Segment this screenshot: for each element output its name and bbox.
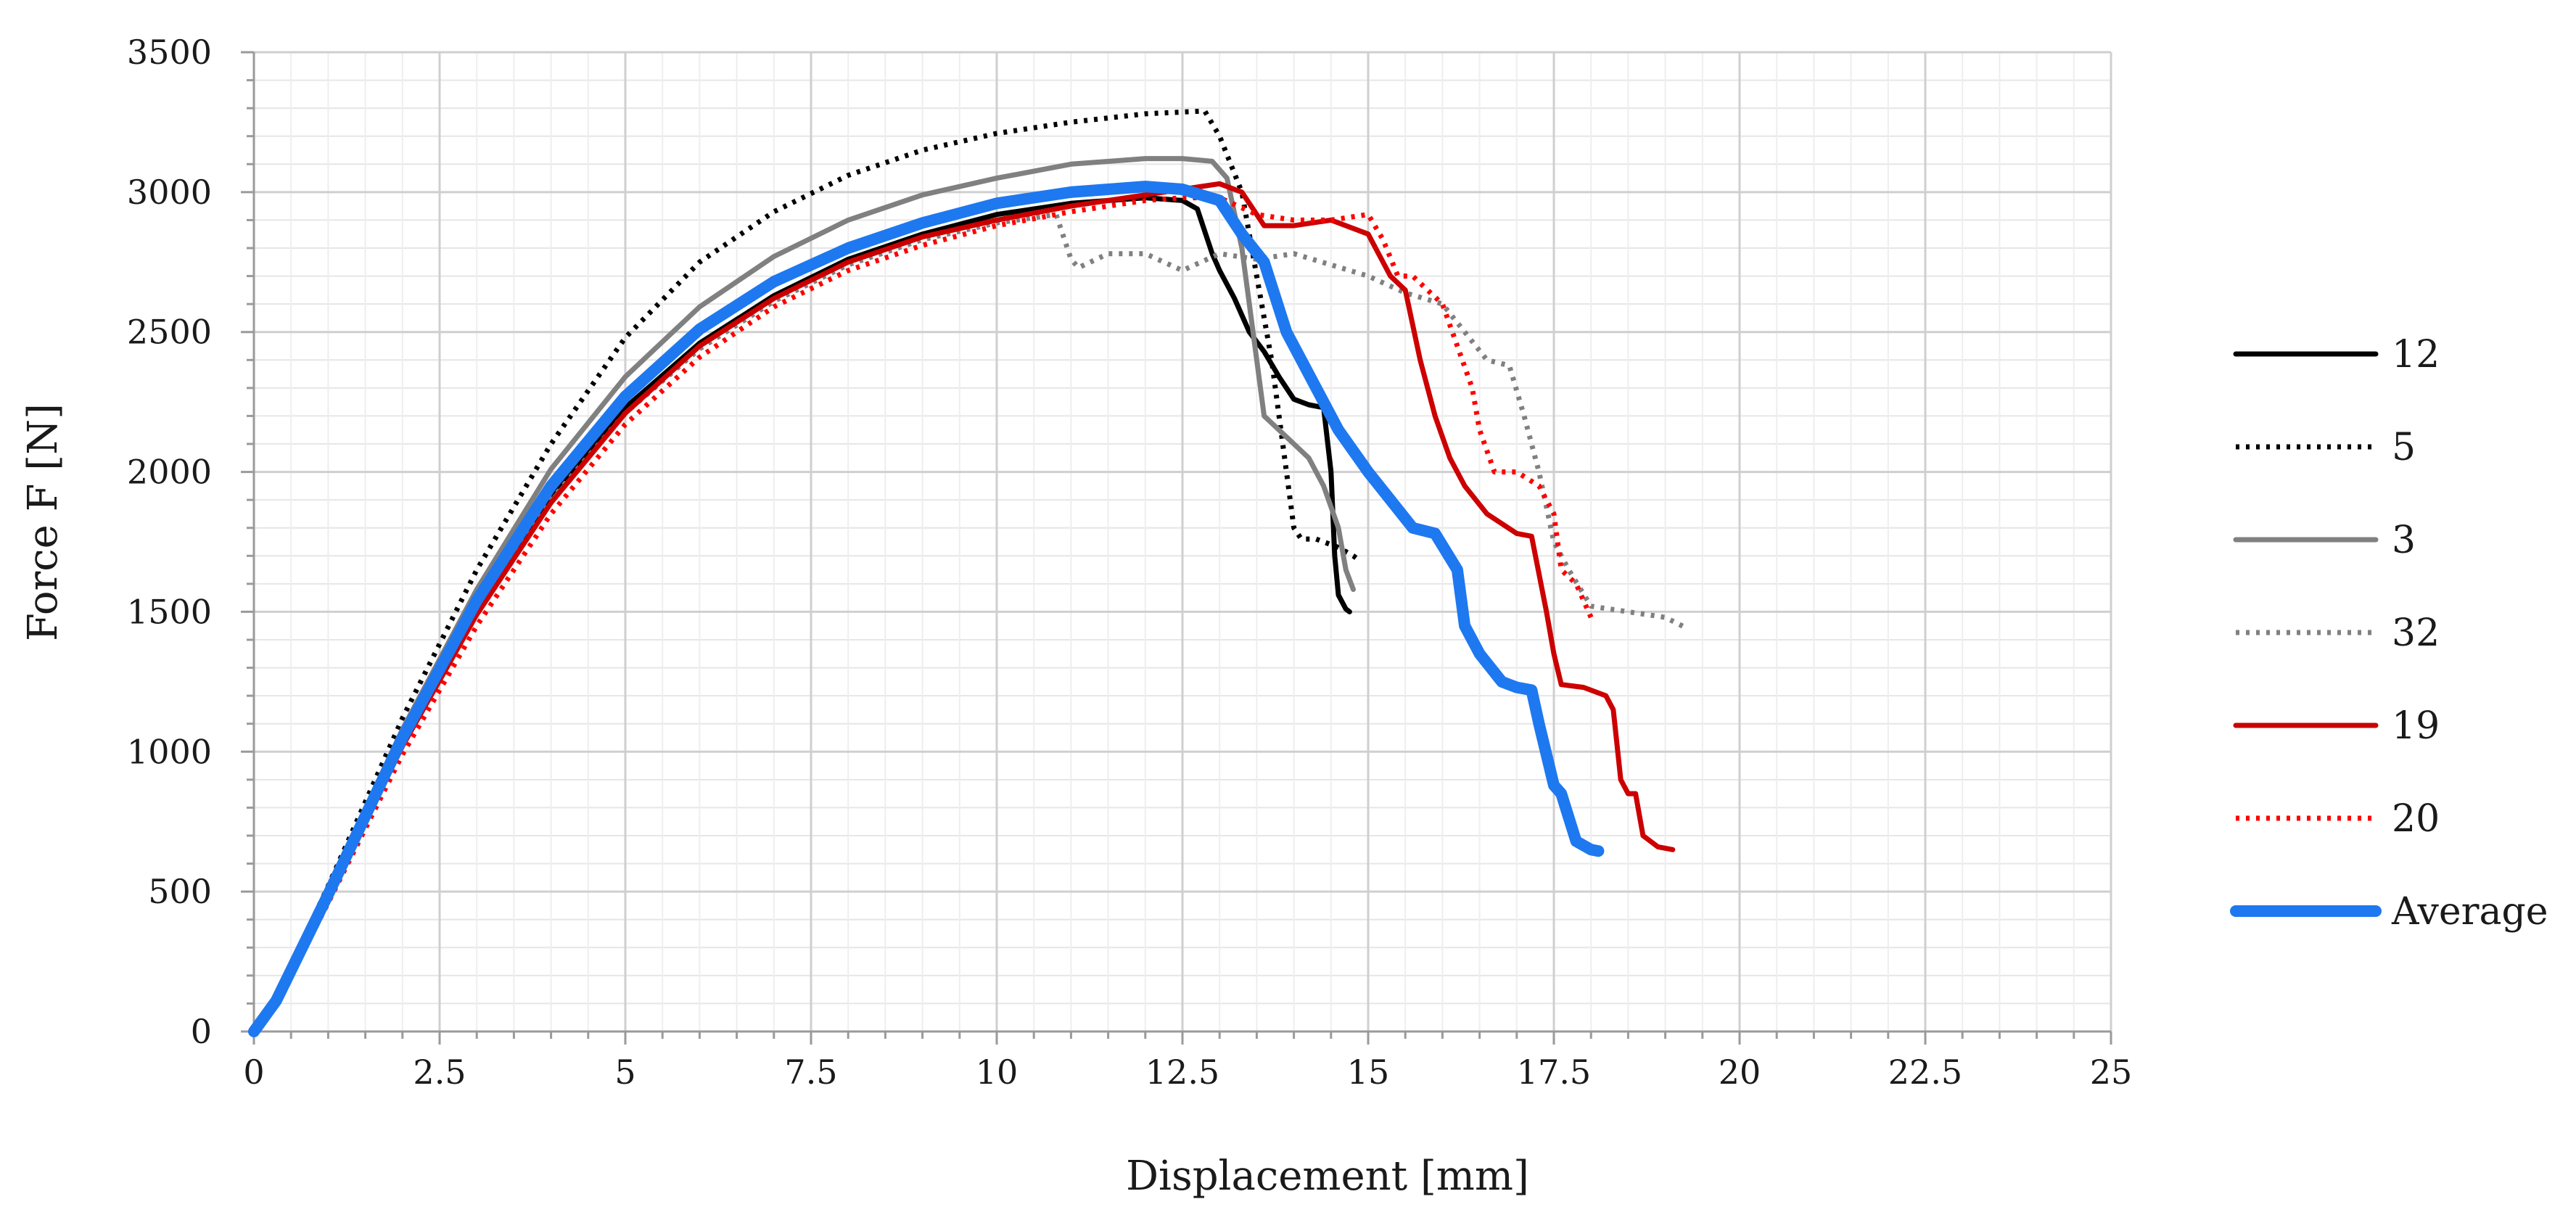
y-tick-label: 1000 [127, 732, 212, 771]
tick-labels: 0 2.5 5 7.5 10 12.5 15 17.5 20 22.5 25 0 500 1000 1500… [127, 33, 2132, 1092]
series-line-3 [251, 156, 1356, 1034]
x-tick-label: 25 [2090, 1053, 2133, 1092]
y-axis-title: Force F [N] [20, 403, 67, 641]
legend-label: 20 [2392, 797, 2440, 841]
x-tick-label: 10 [976, 1053, 1019, 1092]
legend-label: 5 [2392, 426, 2416, 469]
legend-label: 32 [2392, 612, 2440, 655]
y-tick-label: 2500 [127, 313, 212, 352]
legend-label: 3 [2392, 519, 2416, 562]
x-tick-label: 0 [243, 1053, 264, 1092]
series-line-19 [251, 181, 1676, 1034]
y-tick-label: 0 [191, 1012, 212, 1051]
legend-label: 19 [2392, 704, 2440, 748]
x-tick-label: 12.5 [1145, 1053, 1219, 1092]
y-tick-label: 3000 [127, 173, 212, 212]
series-line-20 [252, 195, 1594, 1034]
y-tick-label: 3500 [127, 33, 212, 72]
x-tick-label: 15 [1347, 1053, 1390, 1092]
legend-label: Average [2391, 890, 2548, 934]
x-tick-label: 7.5 [784, 1053, 837, 1092]
x-tick-label: 2.5 [413, 1053, 466, 1092]
x-tick-label: 5 [614, 1053, 635, 1092]
legend-label: 12 [2392, 333, 2440, 376]
x-tick-label: 20 [1719, 1053, 1761, 1092]
series-layer [248, 108, 1689, 1037]
legend: 12 5 3 32 19 20 Average [2230, 333, 2548, 934]
x-tick-label: 22.5 [1888, 1053, 1962, 1092]
x-axis-title: Displacement [mm] [1126, 1153, 1529, 1200]
x-tick-label: 17.5 [1517, 1053, 1591, 1092]
y-tick-label: 500 [148, 872, 212, 911]
y-tick-label: 2000 [127, 453, 212, 492]
series-line-average [248, 181, 1605, 1037]
axes [241, 51, 2112, 1045]
series-line-5 [252, 108, 1362, 1033]
y-tick-label: 1500 [127, 592, 212, 631]
